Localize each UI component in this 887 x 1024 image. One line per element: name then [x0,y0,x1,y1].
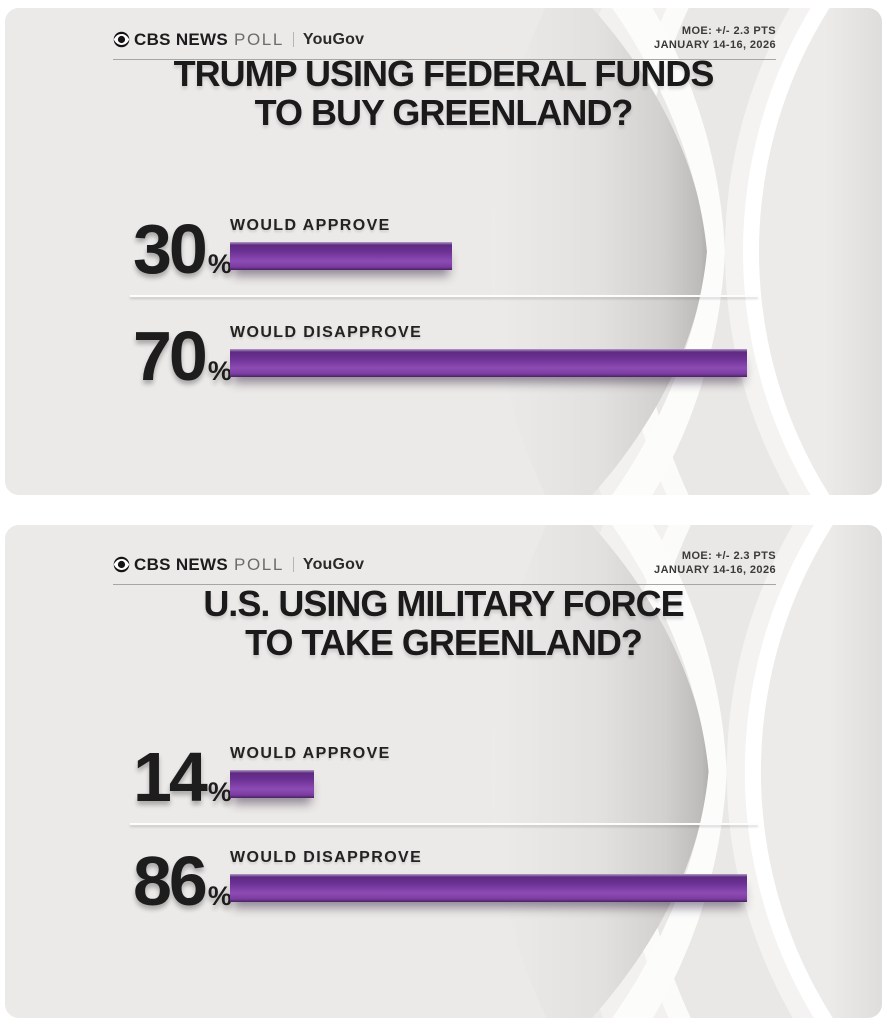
percent-sign: % [207,777,232,807]
disapprove-bar [230,874,747,902]
yougov-wordmark: YouGov [302,555,365,573]
approve-value: 14 [133,738,208,816]
title-line-2: TO TAKE GREENLAND? [245,621,643,663]
title-line-1: U.S. USING MILITARY FORCE [203,583,684,624]
approve-measure: WOULD APPROVE [230,217,747,270]
poll-card-federal-funds: CBS NEWS POLL YouGov MOE: +/- 2.3 PTS JA… [5,8,882,495]
brand-divider [292,557,294,573]
poll-card-military-force: CBS NEWS POLL YouGov MOE: +/- 2.3 PTS JA… [5,525,882,1018]
disapprove-bar-track [230,349,747,377]
approve-bar-track [230,242,747,270]
poll-wordmark: POLL [234,554,284,574]
approve-row: 14% WOULD APPROVE [133,742,747,812]
cbs-news-wordmark: CBS NEWS [134,29,229,49]
approve-value: 30 [133,210,208,288]
brand-divider [292,32,294,48]
percent-sign: % [207,249,232,279]
moe-line: MOE: +/- 2.3 PTS [681,25,776,37]
moe-note: MOE: +/- 2.3 PTS JANUARY 14-16, 2026 [654,549,776,578]
approve-measure: WOULD APPROVE [230,745,747,798]
approve-bar [230,242,452,270]
moe-line: MOE: +/- 2.3 PTS [681,550,776,562]
disapprove-measure: WOULD DISAPPROVE [230,849,747,902]
title-line-2: TO BUY GREENLAND? [254,91,634,133]
row-separator [130,823,758,825]
percent-sign: % [207,881,232,911]
disapprove-label: WOULD DISAPPROVE [230,849,423,866]
date-line: JANUARY 14-16, 2026 [654,564,776,577]
title-line-1: TRUMP USING FEDERAL FUNDS [173,53,715,94]
brand-lockup: CBS NEWS POLL YouGov [113,555,364,578]
approve-row: 30% WOULD APPROVE [133,214,747,284]
header-bar: CBS NEWS POLL YouGov MOE: +/- 2.3 PTS JA… [113,549,776,585]
approve-percent: 14% [133,742,232,812]
date-line: JANUARY 14-16, 2026 [654,39,776,52]
poll-question-title: TRUMP USING FEDERAL FUNDS TO BUY GREENLA… [5,53,882,133]
yougov-wordmark: YouGov [302,30,365,48]
disapprove-measure: WOULD DISAPPROVE [230,324,747,377]
cbs-news-wordmark: CBS NEWS [134,554,229,574]
poll-wordmark: POLL [234,29,284,49]
cbs-eye-icon [113,31,130,48]
disapprove-bar [230,349,747,377]
moe-note: MOE: +/- 2.3 PTS JANUARY 14-16, 2026 [654,24,776,53]
approve-bar-track [230,770,747,798]
poll-question-title: U.S. USING MILITARY FORCE TO TAKE GREENL… [5,583,882,663]
cbs-eye-icon [113,556,130,573]
approve-bar [230,770,315,798]
approve-label: WOULD APPROVE [230,745,391,762]
disapprove-percent: 86% [133,846,232,916]
disapprove-value: 70 [133,317,208,395]
disapprove-value: 86 [133,842,208,920]
disapprove-row: 86% WOULD DISAPPROVE [133,846,747,916]
disapprove-bar-track [230,874,747,902]
brand-lockup: CBS NEWS POLL YouGov [113,30,364,53]
disapprove-row: 70% WOULD DISAPPROVE [133,321,747,391]
approve-percent: 30% [133,214,232,284]
disapprove-label: WOULD DISAPPROVE [230,324,423,341]
percent-sign: % [207,356,232,386]
header-bar: CBS NEWS POLL YouGov MOE: +/- 2.3 PTS JA… [113,24,776,60]
row-separator [130,295,758,297]
disapprove-percent: 70% [133,321,232,391]
approve-label: WOULD APPROVE [230,217,391,234]
